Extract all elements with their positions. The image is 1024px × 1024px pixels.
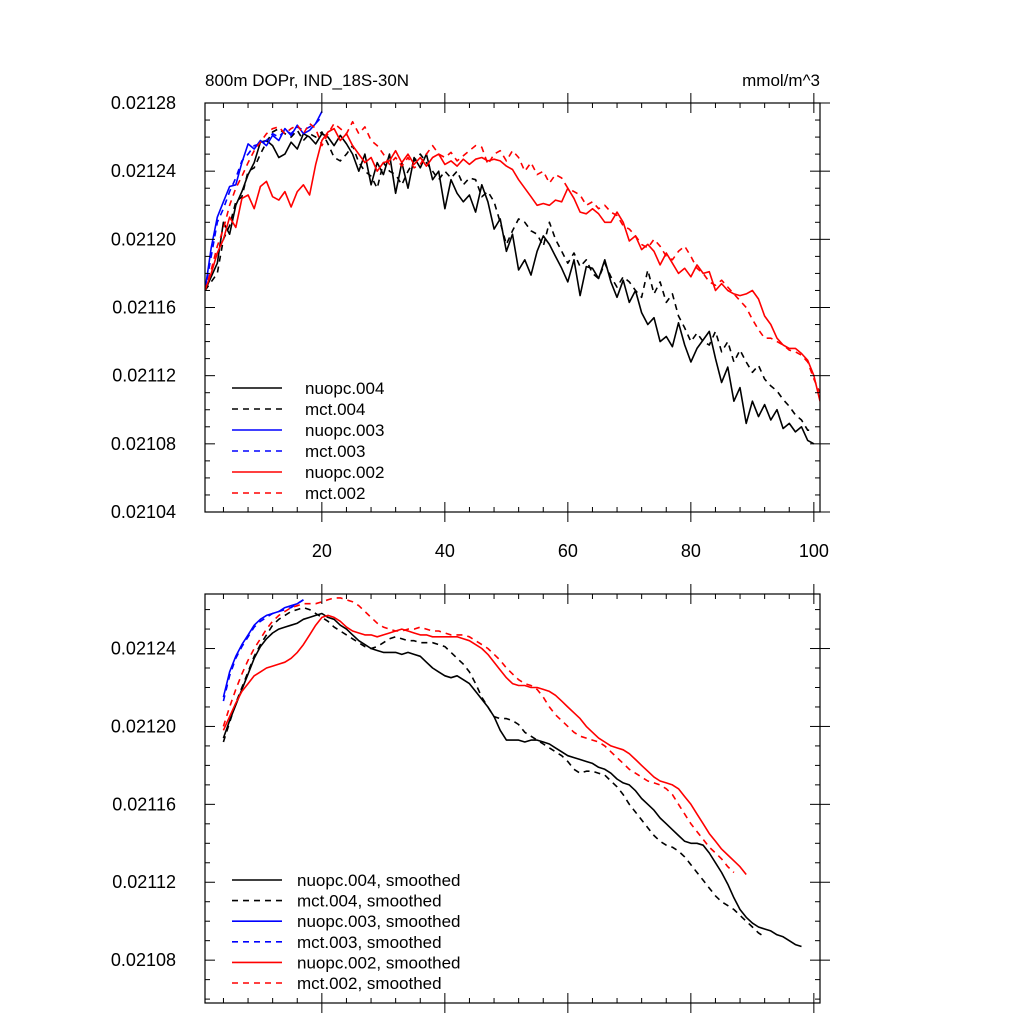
top-panel: 800m DOPr, IND_18S-30N mmol/m^3 20 40 60 80… bbox=[111, 71, 830, 561]
chart-title: 800m DOPr, IND_18S-30N bbox=[205, 71, 409, 90]
bottom-plot-frame bbox=[204, 593, 821, 1004]
series-line-mct-004 bbox=[205, 127, 814, 432]
legend-label-mct-002-smoothed: mct.002, smoothed bbox=[297, 974, 442, 993]
legend-label-nuopc-002: nuopc.002 bbox=[305, 463, 384, 482]
legend-label-mct-004: mct.004 bbox=[305, 400, 365, 419]
units-label: mmol/m^3 bbox=[742, 71, 820, 90]
y-tick-label: 0.02108 bbox=[111, 434, 176, 454]
series-line-nuopc-004-smoothed bbox=[222, 612, 802, 948]
x-tick-label: 40 bbox=[435, 541, 455, 561]
series-line-nuopc-004 bbox=[205, 132, 815, 445]
series-line-mct-002 bbox=[205, 120, 820, 394]
legend-label-mct-004-smoothed: mct.004, smoothed bbox=[297, 892, 442, 911]
legend-label-nuopc-003: nuopc.003 bbox=[305, 421, 384, 440]
legend-label-nuopc-004-smoothed: nuopc.004, smoothed bbox=[297, 871, 461, 890]
x-tick-label: 100 bbox=[799, 541, 829, 561]
series-line-mct-003 bbox=[205, 116, 323, 291]
series-line-mct-003-smoothed bbox=[222, 599, 304, 702]
y-tick-label: 0.02124 bbox=[111, 639, 176, 659]
top-plot-frame bbox=[204, 102, 821, 513]
legend-label-mct-002: mct.002 bbox=[305, 484, 365, 503]
y-tick-label: 0.02128 bbox=[111, 93, 176, 113]
series-line-nuopc-002-smoothed bbox=[222, 614, 747, 875]
y-tick-label: 0.02108 bbox=[111, 950, 176, 970]
legend-label-nuopc-002-smoothed: nuopc.002, smoothed bbox=[297, 953, 461, 972]
x-tick-label: 20 bbox=[312, 541, 332, 561]
series-line-nuopc-002 bbox=[205, 127, 820, 402]
series-line-mct-004-smoothed bbox=[222, 606, 766, 938]
y-tick-label: 0.02120 bbox=[111, 716, 176, 736]
legend-label-nuopc-004: nuopc.004 bbox=[305, 379, 384, 398]
y-tick-label: 0.02112 bbox=[112, 366, 176, 386]
y-tick-label: 0.02124 bbox=[111, 161, 176, 181]
top-ticks-layer: 20 40 60 80 100 0.02104 0.02108 0.02112 0.02116 0… bbox=[111, 93, 830, 561]
series-line-mct-002-smoothed bbox=[222, 597, 735, 874]
series-line-nuopc-003 bbox=[205, 111, 323, 291]
x-tick-label: 60 bbox=[558, 541, 578, 561]
legend-label-mct-003: mct.003 bbox=[305, 442, 365, 461]
series-line-nuopc-003-smoothed bbox=[222, 599, 304, 698]
y-tick-label: 0.02116 bbox=[112, 298, 176, 318]
y-tick-label: 0.02104 bbox=[111, 502, 176, 522]
x-tick-label: 80 bbox=[681, 541, 701, 561]
top-legend: nuopc.004 mct.004 nuopc.003 mct.003 nuopc.00… bbox=[232, 379, 384, 503]
y-tick-label: 0.02112 bbox=[112, 872, 176, 892]
bottom-panel: 0.02108 0.02112 0.02116 0.02120 0.02124 nuop… bbox=[111, 584, 830, 1013]
bottom-series-layer bbox=[222, 597, 802, 948]
legend-label-mct-003-smoothed: mct.003, smoothed bbox=[297, 933, 442, 952]
y-tick-label: 0.02116 bbox=[112, 794, 176, 814]
y-tick-label: 0.02120 bbox=[111, 229, 176, 249]
bottom-ticks-layer: 0.02108 0.02112 0.02116 0.02120 0.02124 bbox=[111, 584, 830, 1013]
legend-label-nuopc-003-smoothed: nuopc.003, smoothed bbox=[297, 912, 461, 931]
top-series-layer bbox=[205, 111, 820, 445]
